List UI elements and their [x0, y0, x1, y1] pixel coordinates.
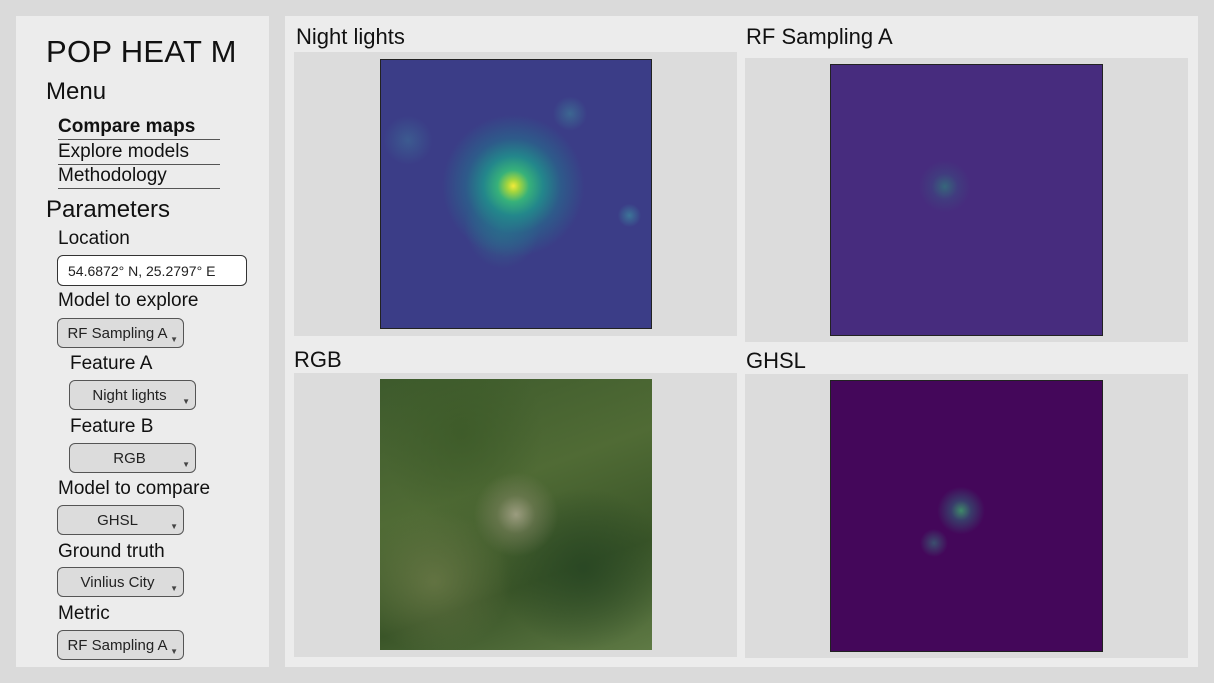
feature-b-select[interactable]: RGB ▼	[69, 443, 196, 473]
chevron-down-icon: ▼	[182, 397, 190, 406]
app-title: POP HEAT M	[46, 34, 237, 69]
ghsl-panel	[745, 374, 1188, 658]
menu-item-explore-models[interactable]: Explore models	[58, 141, 220, 165]
rf-sampling-panel	[745, 58, 1188, 342]
metric-select[interactable]: RF Sampling A ▼	[57, 630, 184, 660]
rgb-panel	[294, 373, 737, 657]
feature-a-label: Feature A	[70, 353, 153, 374]
model-to-explore-label: Model to explore	[58, 290, 199, 311]
model-to-explore-select[interactable]: RF Sampling A ▼	[57, 318, 184, 348]
location-label: Location	[58, 228, 130, 249]
feature-a-select[interactable]: Night lights ▼	[69, 380, 196, 410]
rf-sampling-title: RF Sampling A	[746, 24, 893, 49]
model-to-compare-value: GHSL	[97, 511, 138, 529]
ground-truth-value: Vinlius City	[80, 573, 155, 591]
parameters-heading: Parameters	[46, 196, 171, 223]
feature-b-value: RGB	[113, 449, 146, 467]
metric-value: RF Sampling A	[67, 636, 168, 654]
location-input[interactable]	[57, 255, 247, 286]
metric-label: Metric	[58, 603, 110, 624]
sidebar: POP HEAT M Menu Compare maps Explore mod…	[16, 16, 269, 667]
model-to-explore-value: RF Sampling A	[67, 324, 168, 342]
chevron-down-icon: ▼	[170, 335, 178, 344]
rgb-map[interactable]	[380, 379, 652, 650]
menu-item-compare-maps[interactable]: Compare maps	[58, 116, 220, 140]
ghsl-map[interactable]	[830, 380, 1103, 652]
feature-b-label: Feature B	[70, 416, 154, 437]
night-lights-map[interactable]	[380, 59, 652, 329]
menu-item-methodology[interactable]: Methodology	[58, 165, 220, 189]
maps-area: Night lights RF Sampling A RGB GHSL	[285, 16, 1198, 667]
model-to-compare-select[interactable]: GHSL ▼	[57, 505, 184, 535]
ground-truth-select[interactable]: Vinlius City ▼	[57, 567, 184, 597]
chevron-down-icon: ▼	[170, 522, 178, 531]
ground-truth-label: Ground truth	[58, 541, 165, 562]
rgb-title: RGB	[294, 347, 342, 372]
chevron-down-icon: ▼	[170, 647, 178, 656]
night-lights-title: Night lights	[296, 24, 405, 49]
chevron-down-icon: ▼	[170, 584, 178, 593]
rf-sampling-map[interactable]	[830, 64, 1103, 336]
menu-heading: Menu	[46, 78, 107, 105]
chevron-down-icon: ▼	[182, 460, 190, 469]
night-lights-panel	[294, 52, 737, 336]
model-to-compare-label: Model to compare	[58, 478, 211, 499]
feature-a-value: Night lights	[92, 386, 167, 404]
ghsl-title: GHSL	[746, 348, 806, 373]
